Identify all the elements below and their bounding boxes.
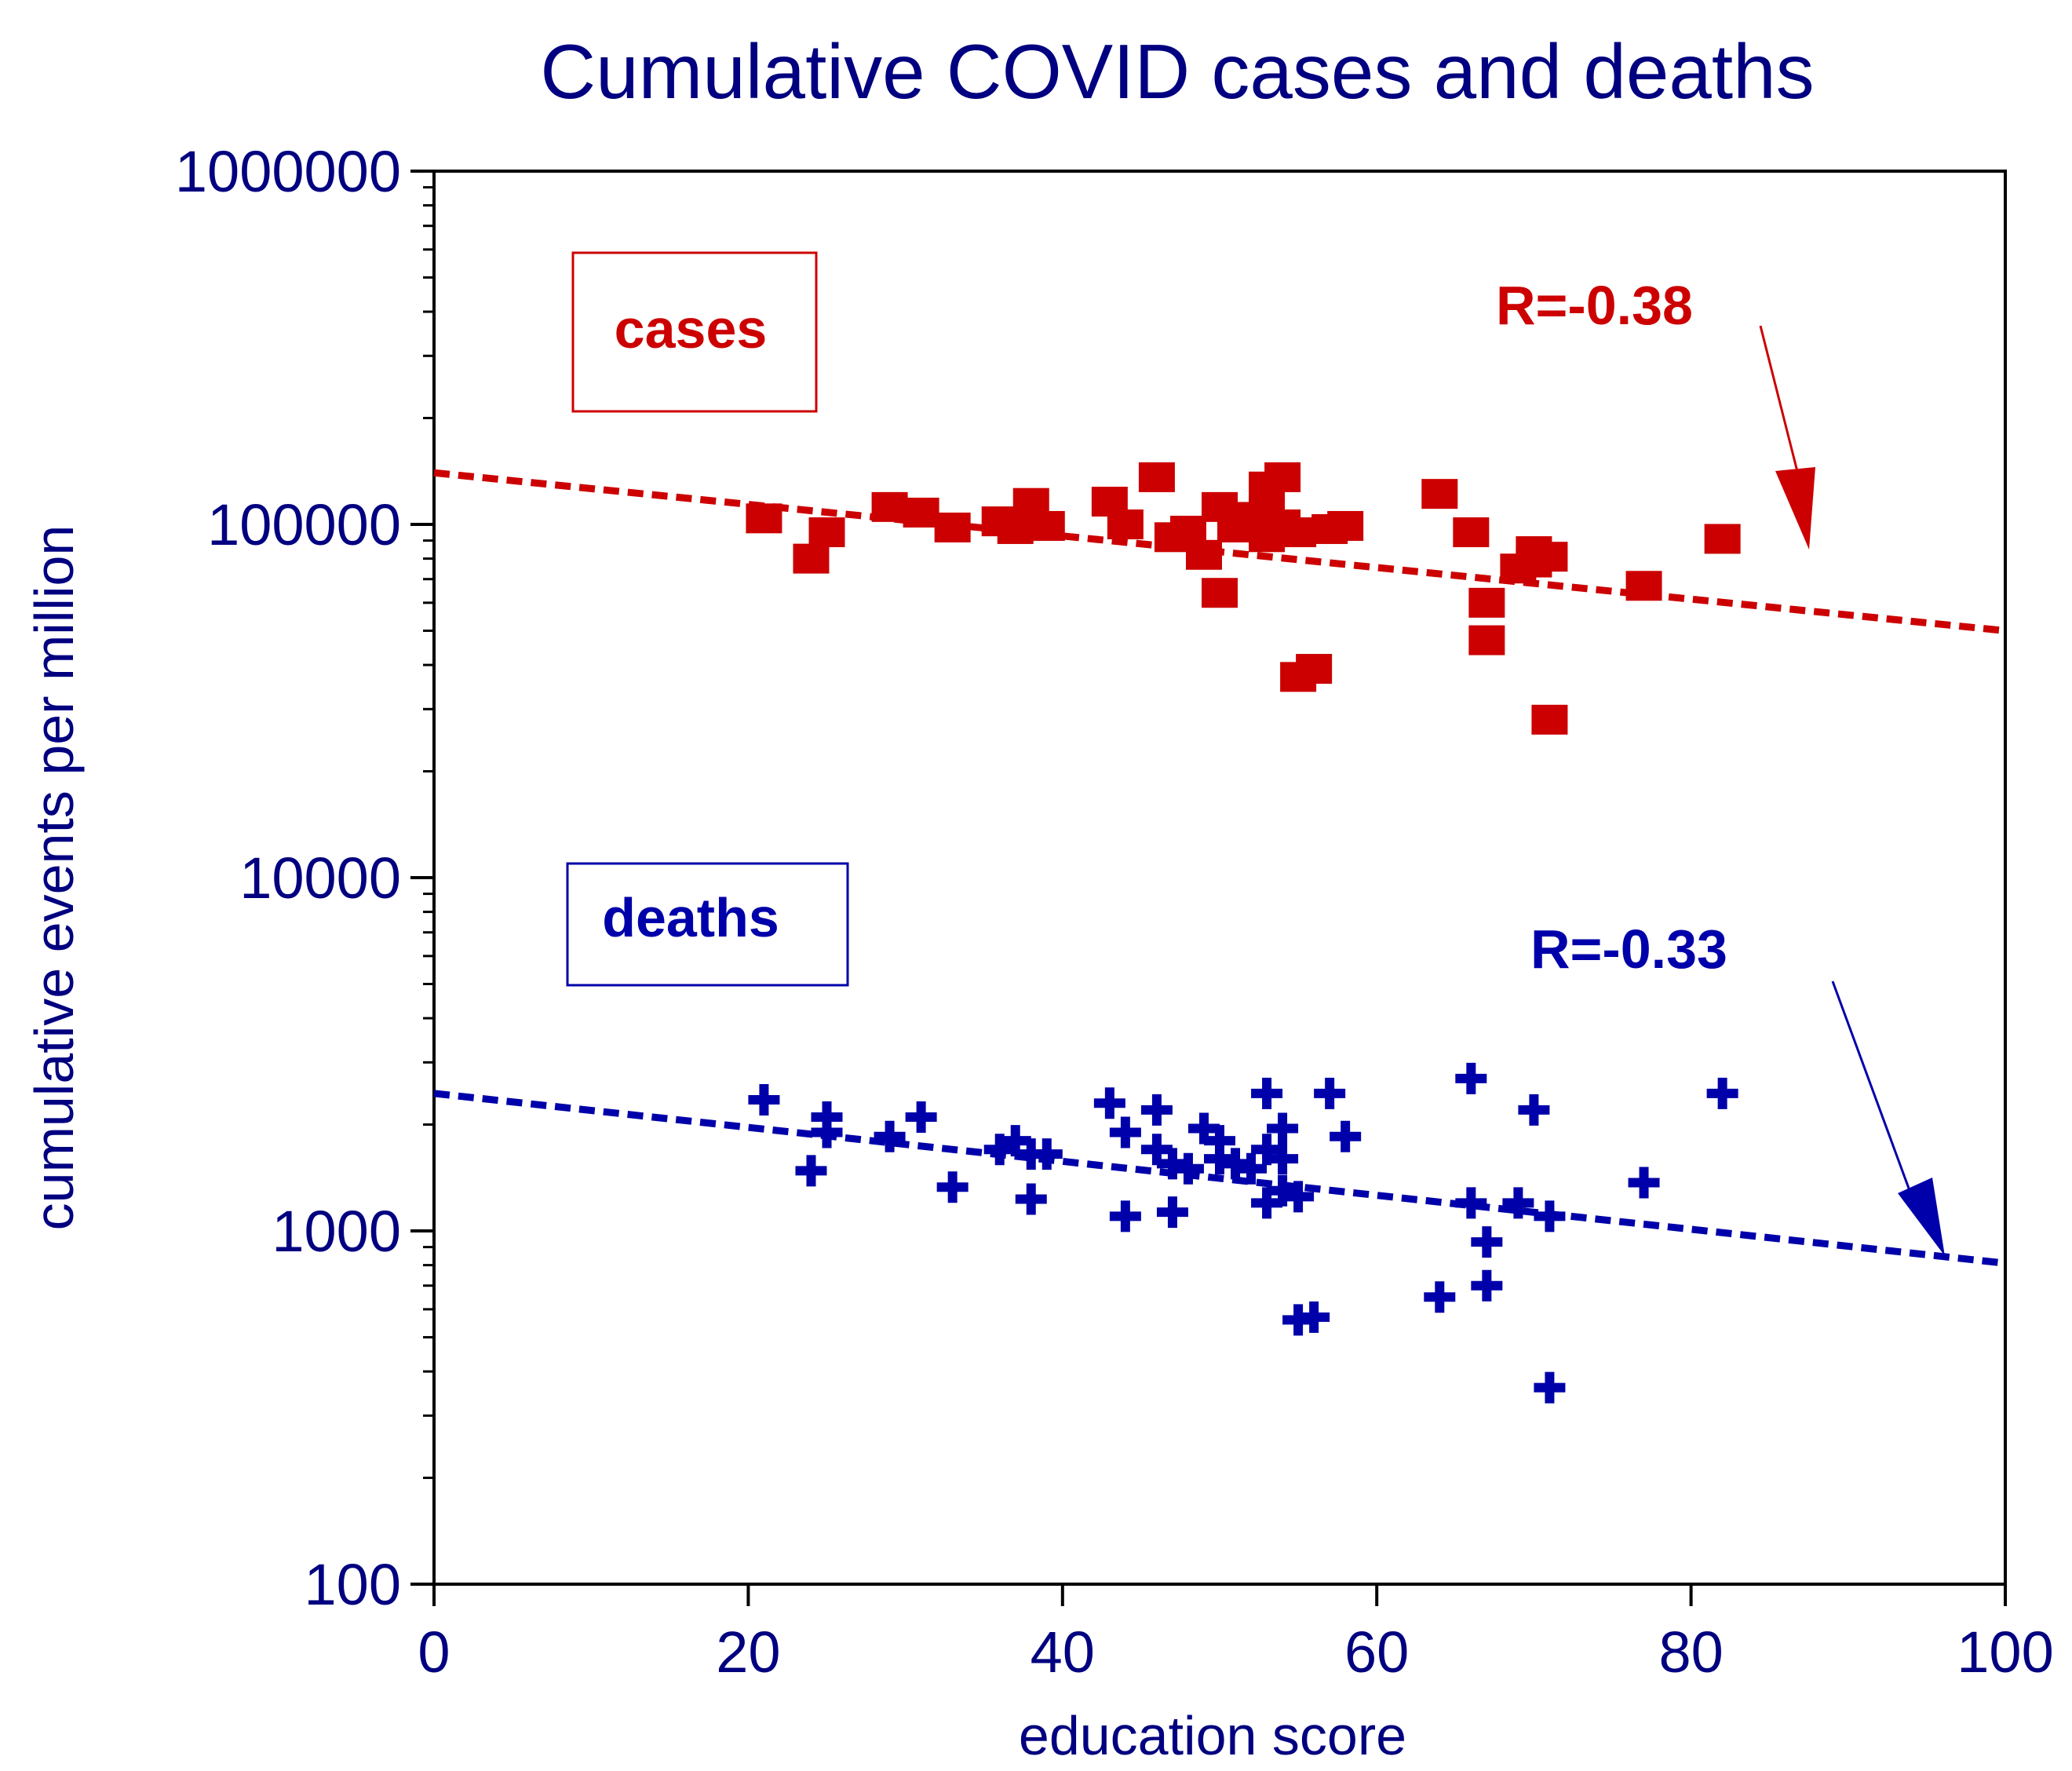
deaths-point [874, 1120, 906, 1152]
cases-point [1280, 517, 1317, 548]
deaths-point [1471, 1269, 1503, 1302]
deaths-point [1109, 1200, 1141, 1232]
data-points [746, 462, 1741, 1404]
cases-point [1202, 578, 1238, 608]
deaths-point [811, 1116, 843, 1148]
deaths-point [1455, 1187, 1487, 1219]
deaths-point [1015, 1183, 1047, 1215]
deaths-point [1251, 1134, 1283, 1166]
x-tick-label: 40 [1031, 1619, 1095, 1685]
deaths-trend-line [433, 1090, 2006, 1267]
deaths-point [1093, 1087, 1125, 1119]
cases-point [1264, 462, 1301, 492]
deaths-point [1156, 1148, 1188, 1180]
deaths-point [1706, 1077, 1738, 1109]
cases-point [1107, 509, 1144, 539]
deaths-point [1282, 1181, 1315, 1213]
deaths-point [1267, 1143, 1299, 1175]
cases-arrowhead [1775, 467, 1815, 550]
cases-point [903, 497, 939, 528]
cases-correlation-label: R=-0.38 [1496, 275, 1693, 336]
y-tick-label: 1000000 [175, 139, 401, 204]
deaths-point [936, 1171, 969, 1203]
y-tick-label: 1000 [272, 1199, 401, 1264]
x-axis: 0 20 40 60 80 100 [418, 1584, 2054, 1685]
deaths-point [1267, 1174, 1299, 1207]
y-tick-label: 100000 [207, 492, 401, 557]
deaths-label: deaths [602, 887, 779, 948]
deaths-point [1031, 1138, 1063, 1170]
deaths-point [795, 1155, 827, 1187]
deaths-point [1251, 1077, 1283, 1109]
deaths-point [1220, 1148, 1252, 1180]
cases-point [746, 503, 782, 534]
deaths-point [1471, 1226, 1503, 1258]
cases-point [1296, 654, 1333, 685]
deaths-point [1330, 1120, 1362, 1152]
deaths-point [1534, 1200, 1566, 1232]
cases-point [1028, 510, 1065, 541]
x-tick-label: 80 [1658, 1619, 1723, 1685]
cases-label-box [571, 251, 818, 413]
x-tick-label: 100 [1957, 1619, 2053, 1685]
deaths-point [1172, 1152, 1204, 1185]
deaths-point [1314, 1077, 1346, 1109]
x-tick-label: 0 [418, 1619, 450, 1685]
cases-point [1531, 704, 1568, 735]
deaths-point [1251, 1187, 1283, 1219]
deaths-correlation-arrow [1831, 980, 1915, 1202]
deaths-label-box [566, 862, 849, 987]
deaths-point [983, 1134, 1016, 1166]
deaths-point [1455, 1062, 1487, 1094]
y-axis: 100 1000 10000 100000 1000000 [175, 139, 434, 1617]
deaths-point [1628, 1167, 1660, 1199]
deaths-point [1424, 1281, 1456, 1313]
cases-point [1625, 571, 1662, 601]
cases-point [793, 543, 830, 574]
deaths-point [1109, 1116, 1141, 1148]
cases-point [997, 513, 1034, 544]
deaths-point [1267, 1112, 1299, 1145]
deaths-point [1187, 1112, 1220, 1145]
x-tick-label: 20 [716, 1619, 780, 1685]
deaths-point [1518, 1094, 1550, 1126]
cases-label: cases [615, 298, 768, 360]
deaths-point [1204, 1143, 1235, 1175]
cases-point [871, 491, 908, 522]
deaths-correlation-label: R=-0.33 [1530, 918, 1727, 980]
cases-point [1468, 625, 1505, 655]
x-tick-label: 60 [1344, 1619, 1409, 1685]
y-tick-label: 100 [305, 1552, 401, 1617]
plot-frame [432, 170, 2007, 1586]
y-axis-label: cumulative events per million [24, 525, 85, 1231]
deaths-point [1140, 1134, 1173, 1166]
cases-point [1531, 542, 1568, 572]
cases-point [1138, 462, 1175, 492]
deaths-point [748, 1084, 780, 1116]
cases-point [1453, 517, 1490, 548]
deaths-point [1156, 1196, 1188, 1229]
x-axis-label: education score [1019, 1705, 1406, 1766]
deaths-point [1140, 1094, 1173, 1126]
y-tick-label: 10000 [239, 845, 401, 911]
chart-title: Cumulative COVID cases and deaths [540, 28, 1814, 115]
deaths-point [999, 1125, 1031, 1157]
deaths-point [1235, 1152, 1268, 1185]
cases-point [1327, 510, 1364, 541]
cases-point [934, 512, 971, 542]
cases-point [808, 517, 845, 548]
cases-point [1421, 479, 1458, 509]
deaths-arrowhead [1898, 1178, 1945, 1256]
cases-point [1704, 524, 1741, 554]
deaths-point [1502, 1187, 1534, 1219]
deaths-point [1298, 1301, 1330, 1333]
deaths-point [905, 1101, 937, 1133]
cases-point [1468, 587, 1505, 618]
deaths-point [1534, 1371, 1566, 1404]
cases-point [1185, 539, 1222, 570]
